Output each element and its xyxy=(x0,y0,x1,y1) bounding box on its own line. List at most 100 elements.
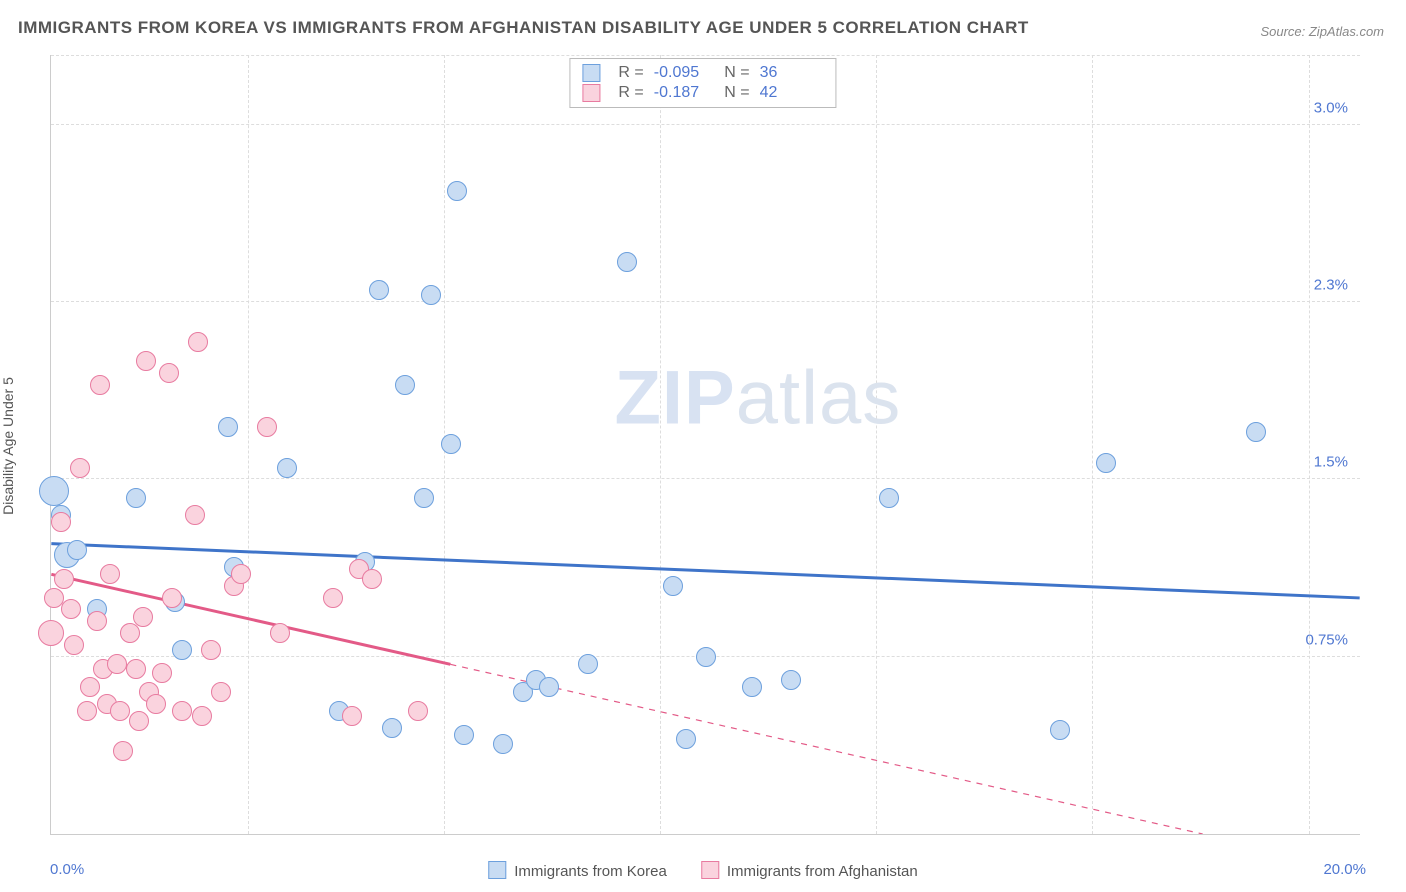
data-point-korea xyxy=(39,476,69,506)
data-point-afghanistan xyxy=(133,607,153,627)
data-point-korea xyxy=(879,488,899,508)
legend-r-value: -0.187 xyxy=(654,84,710,102)
data-point-afghanistan xyxy=(323,588,343,608)
data-point-korea xyxy=(369,280,389,300)
data-point-afghanistan xyxy=(90,375,110,395)
gridline-vertical xyxy=(1309,55,1310,834)
data-point-korea xyxy=(676,729,696,749)
legend-n-value: 42 xyxy=(760,84,816,102)
data-point-afghanistan xyxy=(159,363,179,383)
series-legend-label: Immigrants from Korea xyxy=(514,863,667,880)
data-point-afghanistan xyxy=(201,640,221,660)
legend-row-afghanistan: R = -0.187 N = 42 xyxy=(582,83,815,103)
data-point-afghanistan xyxy=(70,458,90,478)
data-point-afghanistan xyxy=(211,682,231,702)
data-point-afghanistan xyxy=(257,417,277,437)
legend-swatch xyxy=(582,84,600,102)
data-point-afghanistan xyxy=(107,654,127,674)
data-point-korea xyxy=(441,434,461,454)
data-point-afghanistan xyxy=(162,588,182,608)
data-point-korea xyxy=(663,576,683,596)
legend-n-label: N = xyxy=(720,84,750,102)
gridline-vertical xyxy=(660,55,661,834)
data-point-afghanistan xyxy=(80,677,100,697)
data-point-afghanistan xyxy=(64,635,84,655)
data-point-afghanistan xyxy=(188,332,208,352)
data-point-afghanistan xyxy=(77,701,97,721)
data-point-korea xyxy=(1096,453,1116,473)
legend-r-label: R = xyxy=(618,64,643,82)
correlation-legend: R = -0.095 N = 36 R = -0.187 N = 42 xyxy=(569,58,836,108)
legend-n-label: N = xyxy=(720,64,750,82)
gridline-vertical xyxy=(876,55,877,834)
series-legend-item: Immigrants from Afghanistan xyxy=(701,861,918,880)
y-tick-label: 0.75% xyxy=(1305,631,1348,648)
data-point-korea xyxy=(454,725,474,745)
trend-line-dashed-afghanistan xyxy=(450,664,1202,834)
data-point-afghanistan xyxy=(38,620,64,646)
data-point-afghanistan xyxy=(126,659,146,679)
data-point-korea xyxy=(696,647,716,667)
data-point-afghanistan xyxy=(231,564,251,584)
legend-r-label: R = xyxy=(618,84,643,102)
x-axis-max-label: 20.0% xyxy=(1323,861,1366,878)
data-point-korea xyxy=(493,734,513,754)
data-point-korea xyxy=(277,458,297,478)
data-point-afghanistan xyxy=(129,711,149,731)
data-point-korea xyxy=(395,375,415,395)
y-axis-label: Disability Age Under 5 xyxy=(0,308,16,446)
gridline-vertical xyxy=(248,55,249,834)
x-axis-min-label: 0.0% xyxy=(50,861,84,878)
legend-r-value: -0.095 xyxy=(654,64,710,82)
y-tick-label: 2.3% xyxy=(1314,277,1348,294)
data-point-afghanistan xyxy=(185,505,205,525)
data-point-afghanistan xyxy=(120,623,140,643)
series-legend: Immigrants from Korea Immigrants from Afg… xyxy=(488,861,917,880)
data-point-korea xyxy=(539,677,559,697)
data-point-afghanistan xyxy=(408,701,428,721)
trend-line-afghanistan xyxy=(51,574,450,664)
data-point-korea xyxy=(578,654,598,674)
data-point-korea xyxy=(781,670,801,690)
data-point-afghanistan xyxy=(146,694,166,714)
data-point-afghanistan xyxy=(61,599,81,619)
legend-swatch xyxy=(582,64,600,82)
data-point-afghanistan xyxy=(270,623,290,643)
data-point-afghanistan xyxy=(172,701,192,721)
data-point-korea xyxy=(172,640,192,660)
data-point-afghanistan xyxy=(113,741,133,761)
y-tick-label: 1.5% xyxy=(1314,454,1348,471)
watermark: ZIPatlas xyxy=(614,354,901,441)
data-point-afghanistan xyxy=(54,569,74,589)
legend-swatch xyxy=(701,861,719,879)
data-point-korea xyxy=(742,677,762,697)
data-point-afghanistan xyxy=(342,706,362,726)
data-point-korea xyxy=(414,488,434,508)
data-point-afghanistan xyxy=(87,611,107,631)
data-point-afghanistan xyxy=(51,512,71,532)
data-point-afghanistan xyxy=(362,569,382,589)
data-point-afghanistan xyxy=(152,663,172,683)
data-point-korea xyxy=(126,488,146,508)
gridline-vertical xyxy=(1092,55,1093,834)
data-point-korea xyxy=(218,417,238,437)
chart-title: IMMIGRANTS FROM KOREA VS IMMIGRANTS FROM… xyxy=(18,18,1029,38)
series-legend-label: Immigrants from Afghanistan xyxy=(727,863,918,880)
data-point-korea xyxy=(67,540,87,560)
legend-swatch xyxy=(488,861,506,879)
data-point-korea xyxy=(447,181,467,201)
plot-area: ZIPatlas 0.75%1.5%2.3%3.0% xyxy=(50,55,1360,835)
source-attribution: Source: ZipAtlas.com xyxy=(1260,24,1384,39)
data-point-korea xyxy=(382,718,402,738)
data-point-afghanistan xyxy=(110,701,130,721)
series-legend-item: Immigrants from Korea xyxy=(488,861,667,880)
legend-n-value: 36 xyxy=(760,64,816,82)
data-point-korea xyxy=(1246,422,1266,442)
data-point-korea xyxy=(1050,720,1070,740)
data-point-korea xyxy=(617,252,637,272)
data-point-afghanistan xyxy=(192,706,212,726)
data-point-afghanistan xyxy=(136,351,156,371)
data-point-korea xyxy=(421,285,441,305)
legend-row-korea: R = -0.095 N = 36 xyxy=(582,63,815,83)
data-point-afghanistan xyxy=(100,564,120,584)
